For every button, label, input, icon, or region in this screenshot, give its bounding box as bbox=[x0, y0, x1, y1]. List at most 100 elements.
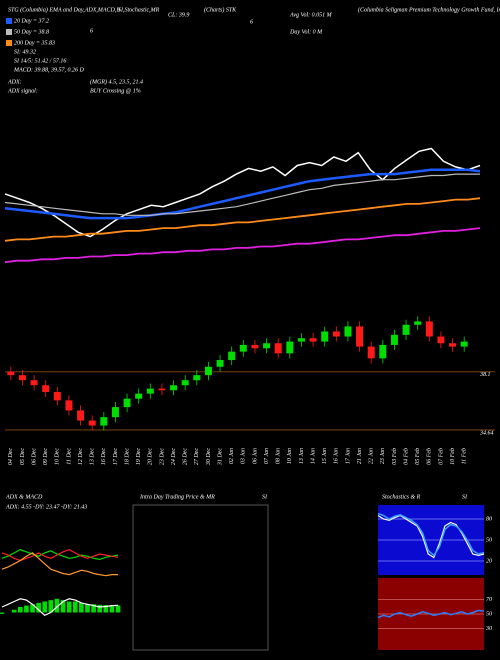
candle-body bbox=[170, 385, 178, 391]
histogram-bar bbox=[66, 601, 72, 613]
histogram-bar bbox=[48, 600, 54, 613]
header-text: (Charts) STK bbox=[204, 6, 237, 13]
candle-body bbox=[135, 393, 143, 399]
header-text: SI,Stochastic,MR bbox=[118, 7, 160, 13]
x-tick-label: 11 Feb bbox=[462, 448, 468, 464]
x-tick-label: 26 Dec bbox=[183, 448, 189, 465]
x-tick-label: 22 Jan bbox=[369, 448, 375, 464]
candle-body bbox=[18, 375, 26, 381]
series-line bbox=[1, 549, 119, 561]
y-tick-label: 80 bbox=[486, 516, 492, 522]
candle-body bbox=[193, 375, 201, 381]
x-tick-label: 17 Dec bbox=[113, 448, 119, 465]
histogram-bar bbox=[17, 607, 23, 613]
candle-body bbox=[390, 334, 398, 345]
candle-body bbox=[239, 344, 247, 352]
histogram-bar bbox=[36, 602, 41, 613]
header-text: STG (Columbia) EMA and Day,ADX,MACD,B bbox=[8, 6, 120, 13]
header-text: SI 14/5: 51.42 / 57.16 bbox=[14, 57, 66, 64]
candle-body bbox=[7, 371, 15, 376]
x-tick-label: 17 Jan bbox=[345, 448, 351, 464]
histogram-bar bbox=[24, 605, 29, 613]
candle-body bbox=[216, 360, 224, 367]
candle-body bbox=[30, 380, 38, 386]
candle-body bbox=[425, 321, 433, 337]
histogram-bar bbox=[115, 605, 121, 613]
candle-body bbox=[332, 331, 340, 337]
x-tick-label: 05 Dec bbox=[20, 448, 26, 465]
panel-title: ADX & MACD bbox=[5, 494, 43, 500]
candle-body bbox=[379, 344, 387, 359]
x-tick-label: 21 Jan bbox=[357, 448, 363, 464]
histogram-bar bbox=[60, 600, 66, 613]
histogram-bar bbox=[30, 604, 35, 613]
candle-body bbox=[309, 338, 317, 342]
x-tick-label: 10 Feb bbox=[450, 448, 456, 465]
candle-body bbox=[274, 343, 282, 354]
x-tick-label: 30 Dec bbox=[206, 448, 212, 466]
x-tick-label: 03 Feb bbox=[392, 448, 398, 465]
series-line bbox=[377, 609, 485, 619]
header-text: (MGR) 4.5, 23.5, 21.4 bbox=[90, 78, 143, 85]
x-tick-label: 27 Dec bbox=[194, 448, 200, 465]
x-tick-label: 05 Feb bbox=[415, 448, 421, 465]
header-text: MACD: 39.88, 39.57, 0.26 D bbox=[13, 67, 84, 73]
histogram-bar bbox=[85, 604, 90, 613]
y-tick-label: 30 bbox=[485, 626, 492, 632]
series-line bbox=[4, 173, 480, 216]
histogram-bar bbox=[42, 601, 48, 613]
x-tick-label: 14 Jan bbox=[309, 448, 316, 464]
header-text: SI: 49.32 bbox=[14, 48, 36, 55]
x-tick-label: 06 Dec bbox=[31, 448, 37, 465]
candle-body bbox=[65, 400, 73, 411]
series-line bbox=[4, 227, 481, 264]
candle-body bbox=[88, 420, 96, 426]
series-line bbox=[1, 552, 118, 577]
legend-swatch bbox=[6, 40, 12, 46]
x-tick-label: 31 Dec bbox=[217, 448, 223, 466]
legend-swatch bbox=[6, 18, 12, 24]
x-tick-label: 04 Dec bbox=[7, 448, 14, 465]
header-text: ADX: bbox=[7, 79, 22, 85]
x-tick-label: 16 Dec bbox=[101, 448, 107, 465]
panel-subtitle: SI bbox=[462, 494, 468, 500]
header-text: BUY Crossing @ 1% bbox=[90, 88, 141, 94]
x-tick-label: 08 Jan bbox=[276, 448, 282, 464]
candle-body bbox=[460, 341, 468, 347]
y-tick-label: 38.1 bbox=[479, 372, 491, 378]
histogram-bar bbox=[72, 601, 78, 613]
candle-body bbox=[100, 417, 108, 426]
histogram-bar bbox=[109, 605, 115, 613]
candle-body bbox=[158, 388, 166, 391]
x-tick-label: 10 Dec bbox=[55, 448, 61, 465]
panel-subtitle: ADX: 4.55 -DY: 23.47 -DY: 21.43 bbox=[5, 503, 87, 510]
series-line bbox=[4, 197, 481, 242]
candle-body bbox=[356, 326, 364, 347]
x-tick-label: 07 Jan bbox=[264, 448, 270, 464]
candle-body bbox=[437, 336, 445, 344]
legend-swatch bbox=[6, 29, 12, 35]
candle-body bbox=[449, 343, 457, 347]
legend-label: 200 Day = 35.83 bbox=[14, 40, 55, 46]
candle-body bbox=[53, 391, 61, 401]
series-line bbox=[4, 147, 481, 238]
x-tick-label: 06 Feb bbox=[427, 448, 433, 465]
x-tick-label: 16 Jan bbox=[334, 448, 340, 464]
candle-body bbox=[414, 321, 422, 325]
x-tick-label: 04 Feb bbox=[402, 448, 409, 465]
series-line bbox=[377, 514, 485, 559]
intraday-subtitle: SI bbox=[262, 494, 268, 500]
header-text: 6 bbox=[90, 28, 93, 34]
x-tick-label: 13 Dec bbox=[90, 448, 96, 465]
x-tick-label: 11 Dec bbox=[66, 448, 72, 465]
x-tick-label: 10 Jan bbox=[287, 448, 293, 464]
x-tick-label: 24 Dec bbox=[170, 448, 177, 465]
histogram-bar bbox=[79, 602, 84, 613]
candle-body bbox=[367, 346, 375, 359]
histogram-bar bbox=[54, 598, 60, 613]
legend-label: 50 Day = 38.8 bbox=[14, 29, 49, 35]
x-tick-label: 23 Dec bbox=[159, 448, 165, 465]
x-tick-label: 03 Jan bbox=[241, 448, 247, 464]
